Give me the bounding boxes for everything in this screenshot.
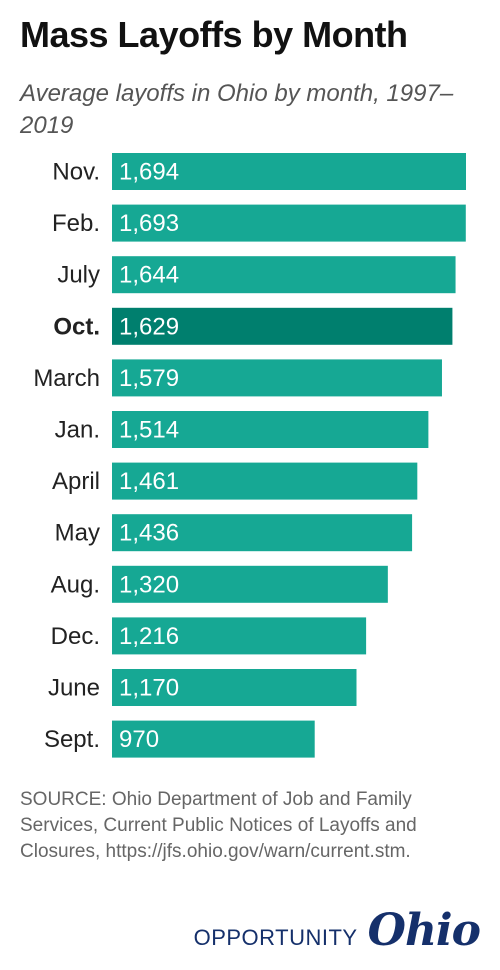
value-label: 1,216 bbox=[119, 623, 179, 650]
value-label: 1,514 bbox=[119, 417, 179, 444]
bar-june bbox=[112, 669, 357, 706]
chart-title: Mass Layoffs by Month bbox=[20, 14, 408, 55]
value-label: 1,644 bbox=[119, 262, 179, 289]
category-label: Nov. bbox=[52, 159, 100, 186]
value-label: 970 bbox=[119, 726, 159, 753]
category-label: March bbox=[33, 365, 100, 392]
bar-may bbox=[112, 514, 413, 552]
value-label: 1,320 bbox=[119, 571, 179, 598]
bar-sept bbox=[112, 720, 315, 758]
chart-subtitle: Average layoffs in Ohio by month, 1997–2… bbox=[20, 80, 454, 139]
source-note: SOURCE: Ohio Department of Job and Famil… bbox=[20, 789, 417, 862]
category-label: Sept. bbox=[44, 726, 100, 753]
bar-dec bbox=[112, 617, 367, 655]
category-label: Feb. bbox=[52, 210, 100, 237]
category-label: Dec. bbox=[51, 623, 100, 650]
bar-march bbox=[112, 359, 442, 397]
value-label: 1,170 bbox=[119, 675, 179, 702]
logo-wordmark: OPPORTUNITY bbox=[193, 925, 358, 950]
opportunity-ohio-logo: OPPORTUNITY Ohio bbox=[193, 905, 481, 956]
category-label: Aug. bbox=[51, 571, 100, 598]
value-label: 1,629 bbox=[119, 313, 179, 340]
bar-april bbox=[112, 462, 418, 500]
value-label: 1,694 bbox=[119, 159, 179, 186]
bar-chart: Nov. 1,694 Feb. 1,693 July 1,644 Oct. 1,629 Marc… bbox=[33, 153, 466, 758]
bar-aug bbox=[112, 565, 388, 603]
value-label: 1,579 bbox=[119, 365, 179, 392]
bar-july bbox=[112, 256, 456, 294]
bar-feb bbox=[112, 204, 466, 242]
value-label: 1,461 bbox=[119, 468, 179, 495]
category-label: May bbox=[55, 520, 100, 547]
value-label: 1,693 bbox=[119, 210, 179, 237]
bar-oct bbox=[112, 307, 453, 345]
value-label: 1,436 bbox=[119, 520, 179, 547]
bar-nov bbox=[112, 153, 466, 190]
category-label: Jan. bbox=[55, 417, 100, 444]
category-label: April bbox=[52, 468, 100, 495]
bar-jan bbox=[112, 411, 429, 448]
category-label: Oct. bbox=[53, 313, 100, 340]
category-label: June bbox=[48, 675, 100, 702]
logo-script: Ohio bbox=[367, 905, 481, 956]
category-label: July bbox=[57, 262, 100, 289]
